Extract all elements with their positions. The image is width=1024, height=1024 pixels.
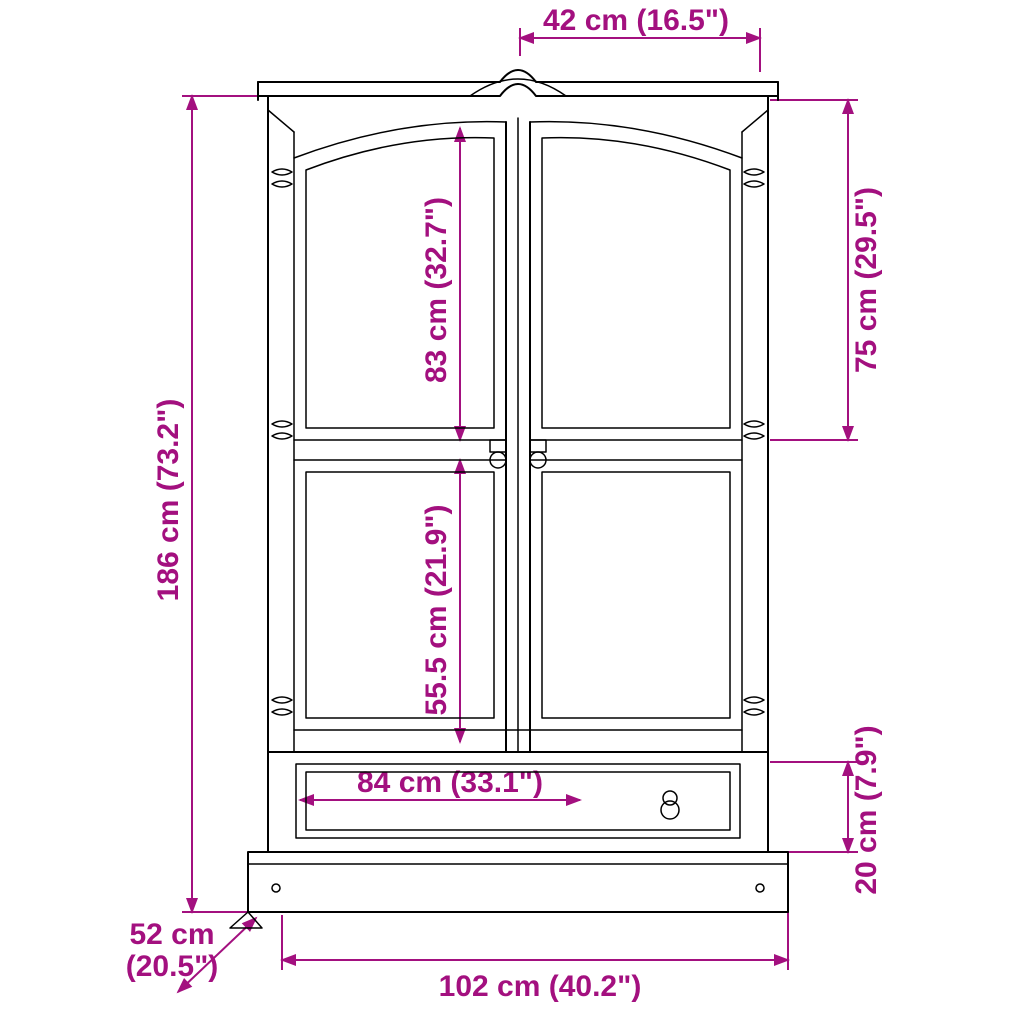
dim-upper-panel: 83 cm (32.7") [420,197,453,383]
dimension-labels: 42 cm (16.5") 186 cm (73.2") 83 cm (32.7… [126,4,883,1003]
dim-lower-panel: 55.5 cm (21.9") [420,504,453,715]
dim-top-width: 42 cm (16.5") [543,4,729,37]
diagram-stage: 42 cm (16.5") 186 cm (73.2") 83 cm (32.7… [0,0,1024,1024]
dim-drawer-w: 84 cm (33.1") [357,766,543,799]
door-knob-right-icon [530,440,546,468]
dim-depth-1: 52 cm [129,918,214,951]
dim-base-w: 102 cm (40.2") [439,970,642,1003]
dim-drawer-h: 20 cm (7.9") [850,725,883,894]
dim-depth-2: (20.5") [126,950,219,983]
door-knob-left-icon [490,440,506,468]
wardrobe-diagram-svg: 42 cm (16.5") 186 cm (73.2") 83 cm (32.7… [0,0,1024,1024]
dim-upper-inside: 75 cm (29.5") [850,187,883,373]
dim-height-total: 186 cm (73.2") [152,399,185,602]
drawer-pull-icon [661,791,679,819]
